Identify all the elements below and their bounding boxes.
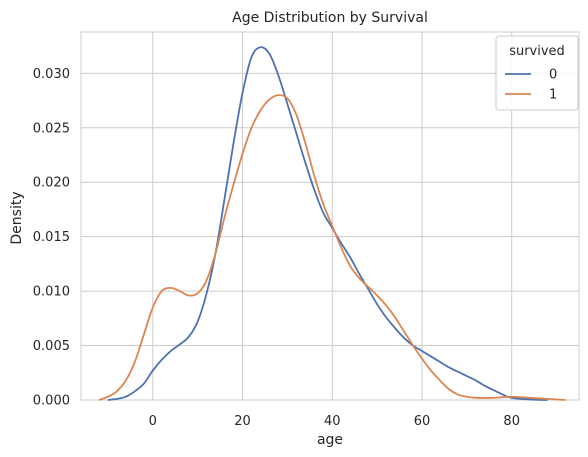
legend: survived 0 1 bbox=[495, 35, 579, 111]
x-tick-label: 20 bbox=[234, 414, 251, 429]
x-tick-label: 80 bbox=[503, 414, 520, 429]
y-tick-label: 0.025 bbox=[33, 121, 70, 136]
y-tick-label: 0.030 bbox=[33, 67, 70, 82]
legend-label-0: 0 bbox=[549, 68, 557, 83]
density-line-survived-0 bbox=[107, 46, 548, 401]
y-tick-label: 0.005 bbox=[33, 339, 70, 354]
chart-title: Age Distribution by Survival bbox=[232, 10, 428, 26]
y-axis-label: Density bbox=[9, 191, 25, 244]
y-tick-label: 0.015 bbox=[33, 230, 70, 245]
legend-box bbox=[495, 35, 579, 111]
legend-label-1: 1 bbox=[549, 88, 557, 103]
x-tick-label: 60 bbox=[414, 414, 431, 429]
x-axis-label: age bbox=[317, 432, 343, 448]
y-tick-labels: 0.000 0.005 0.010 0.015 0.020 0.025 0.030 bbox=[33, 67, 70, 409]
legend-title: survived bbox=[509, 44, 565, 59]
x-tick-label: 0 bbox=[149, 414, 157, 429]
density-line-survived-1 bbox=[98, 94, 566, 401]
y-tick-label: 0.000 bbox=[33, 394, 70, 409]
series-layer bbox=[98, 46, 566, 401]
y-tick-label: 0.010 bbox=[33, 285, 70, 300]
y-tick-label: 0.020 bbox=[33, 176, 70, 191]
x-tick-label: 40 bbox=[324, 414, 341, 429]
x-tick-labels: 0 20 40 60 80 bbox=[149, 414, 520, 429]
plot-frame bbox=[80, 31, 580, 401]
